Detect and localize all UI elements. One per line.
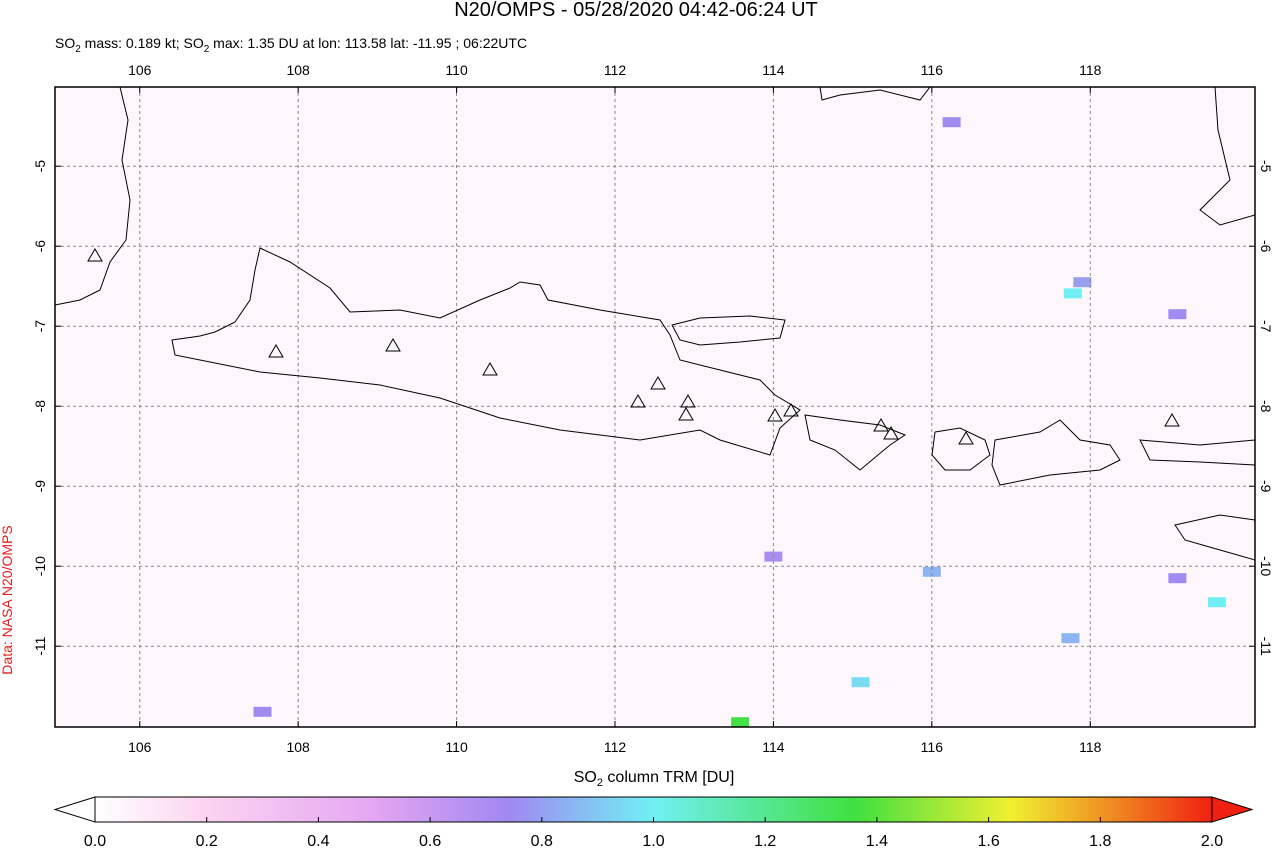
coastlines xyxy=(55,87,1255,561)
x-tick-label: 112 xyxy=(604,62,627,78)
x-tick-label: 114 xyxy=(762,62,785,78)
y-tick-label: -10 xyxy=(32,556,48,576)
colorbar: SO2 column TRM [DU] 0.0 0.2 0.4 0.6 0.8 1.0 1.… xyxy=(53,769,1254,850)
subtitle-part: SO xyxy=(55,35,75,51)
x-tick-label: 108 xyxy=(286,62,310,78)
x-tick-label: 118 xyxy=(1079,739,1102,755)
y-tick-label: -11 xyxy=(32,636,48,655)
map-background xyxy=(55,87,1255,727)
x-tick-label: 114 xyxy=(762,739,785,755)
coast-java xyxy=(171,247,801,456)
colorbar-over xyxy=(1211,796,1254,823)
y-tick-label: -8 xyxy=(32,400,48,413)
label-part: column TRM [DU] xyxy=(603,769,734,786)
x-tick-label: 118 xyxy=(1079,62,1102,78)
coast-kalimantan xyxy=(819,87,931,101)
subtitle-sub: 2 xyxy=(75,44,81,55)
axes: 106 106 108 108 110 110 112 112 114 114 116 116 118 1… xyxy=(32,62,1272,755)
so2-pixel xyxy=(1061,633,1080,644)
colorbar-tick-label: 1.6 xyxy=(977,833,999,850)
y-tick-label: -5 xyxy=(1258,160,1272,173)
colorbar-tick-label: 2.0 xyxy=(1201,833,1223,850)
title: N20/OMPS - 05/28/2020 04:42-06:24 UT xyxy=(454,0,818,21)
label-part: SO xyxy=(574,769,597,786)
so2-pixel xyxy=(1168,573,1187,584)
colorbar-tick-label: 0.8 xyxy=(531,833,553,850)
subtitle-part: mass: 0.189 kt; SO xyxy=(81,35,204,51)
so2-pixel xyxy=(942,117,961,128)
volcano xyxy=(87,248,1180,445)
coast-bali xyxy=(804,414,907,471)
y-tick-label: -9 xyxy=(1258,480,1272,493)
y-tick-label: -6 xyxy=(1258,240,1272,253)
so2-pixel xyxy=(851,677,870,688)
volcanoes xyxy=(87,248,1180,445)
x-tick-label: 116 xyxy=(921,62,944,78)
subtitle: SO2 mass: 0.189 kt; SO2 max: 1.35 DU at … xyxy=(55,35,527,55)
colorbar-under xyxy=(53,796,96,823)
y-tick-label: -6 xyxy=(32,240,48,253)
coast-madura xyxy=(671,315,786,346)
x-tick-label: 116 xyxy=(921,739,944,755)
colorbar-label: SO2 column TRM [DU] xyxy=(574,769,735,789)
x-tick-label: 112 xyxy=(604,739,627,755)
credit: Data: NASA N20/OMPS xyxy=(0,525,15,674)
y-tick-label: -5 xyxy=(32,160,48,173)
coast-sumba xyxy=(1174,514,1255,561)
so2-pixel xyxy=(731,717,750,727)
colorbar-tick-label: 1.0 xyxy=(642,833,664,850)
so2-pixel xyxy=(253,706,272,717)
colorbar-tick-label: 0.2 xyxy=(196,833,218,850)
x-tick-label: 110 xyxy=(445,62,468,78)
label-sub: 2 xyxy=(597,777,603,789)
coast-lombok xyxy=(931,427,991,471)
y-tick-label: -8 xyxy=(1258,400,1272,413)
so2-pixel xyxy=(1207,597,1226,608)
colorbar-tick-label: 0.0 xyxy=(84,833,106,850)
colorbar-tick-label: 1.8 xyxy=(1089,833,1111,850)
x-tick-label: 106 xyxy=(128,62,152,78)
subtitle-sub: 2 xyxy=(204,44,210,55)
coast-flores xyxy=(1139,439,1255,466)
y-tick-label: -11 xyxy=(1258,637,1272,656)
y-tick-label: -10 xyxy=(1258,556,1272,576)
so2-pixel xyxy=(922,566,941,577)
colorbar-tick-label: 0.4 xyxy=(307,833,329,850)
so2-pixel xyxy=(1073,277,1092,288)
colorbar-tick-label: 1.2 xyxy=(754,833,776,850)
coast-sumbawa xyxy=(991,419,1121,486)
y-tick-label: -9 xyxy=(32,480,48,493)
x-tick-label: 106 xyxy=(128,739,152,755)
y-tick-label: -7 xyxy=(1258,320,1272,333)
coast-sumatra xyxy=(55,87,131,306)
coast-sulawesi xyxy=(1199,87,1255,226)
colorbar-tick-label: 0.6 xyxy=(419,833,441,850)
map-frame xyxy=(54,86,1256,728)
x-tick-label: 110 xyxy=(445,739,468,755)
x-tick-label: 108 xyxy=(286,739,310,755)
so2-pixel xyxy=(1168,309,1187,320)
y-tick-label: -7 xyxy=(32,320,48,333)
subtitle-part: max: 1.35 DU at lon: 113.58 lat: -11.95 … xyxy=(209,35,527,51)
colorbar-tick-label: 1.4 xyxy=(866,833,888,850)
grid xyxy=(55,87,1255,727)
map xyxy=(55,87,1255,727)
so2-pixel xyxy=(1063,288,1082,299)
